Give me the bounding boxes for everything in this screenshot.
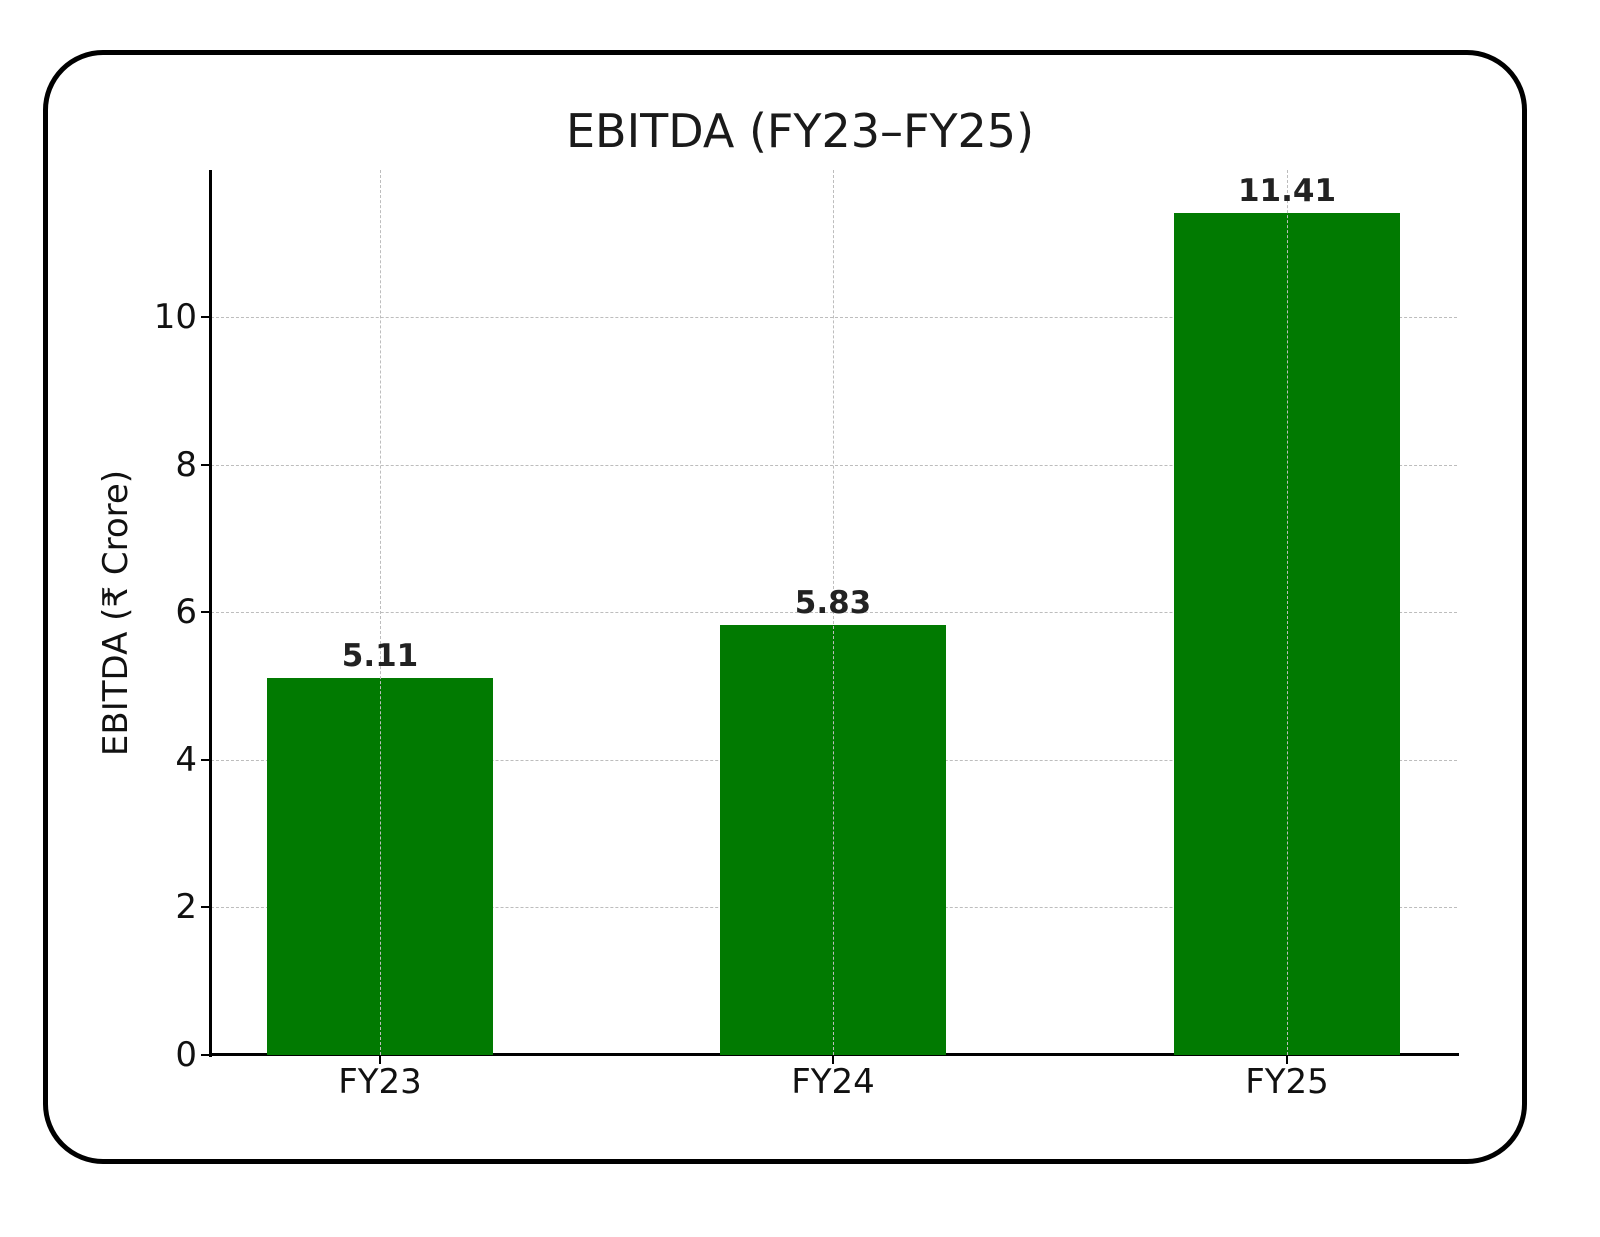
v-gridline (1287, 170, 1288, 1055)
y-tick (201, 463, 210, 466)
v-gridline (833, 170, 834, 1055)
y-tick-label: 0 (175, 1035, 197, 1075)
x-tick-label: FY23 (338, 1062, 422, 1102)
y-axis-line (209, 170, 212, 1057)
v-gridline (380, 170, 381, 1055)
x-tick (832, 1055, 834, 1064)
x-tick (379, 1055, 381, 1064)
y-tick-label: 2 (175, 887, 197, 928)
x-tick-label: FY25 (1245, 1062, 1329, 1102)
x-tick (1286, 1055, 1288, 1064)
chart-title: EBITDA (FY23–FY25) (565, 104, 1035, 158)
y-tick (201, 316, 210, 318)
y-axis-label: EBITDA (₹ Crore) (96, 469, 136, 757)
y-tick (201, 1054, 210, 1056)
y-tick (201, 758, 210, 761)
h-gridline (211, 464, 1457, 466)
x-tick-label: FY24 (791, 1062, 875, 1102)
y-tick-label: 4 (175, 739, 197, 780)
y-tick (201, 611, 210, 614)
bar-value-label: 5.11 (341, 637, 419, 674)
bar-value-label: 5.83 (794, 584, 872, 621)
y-tick-label: 10 (153, 297, 197, 337)
y-tick-label: 8 (175, 444, 197, 485)
bar-value-label: 11.41 (1237, 172, 1337, 209)
h-gridline (211, 317, 1457, 318)
y-tick (201, 906, 210, 909)
h-gridline (211, 612, 1457, 614)
y-tick-label: 6 (175, 592, 197, 633)
